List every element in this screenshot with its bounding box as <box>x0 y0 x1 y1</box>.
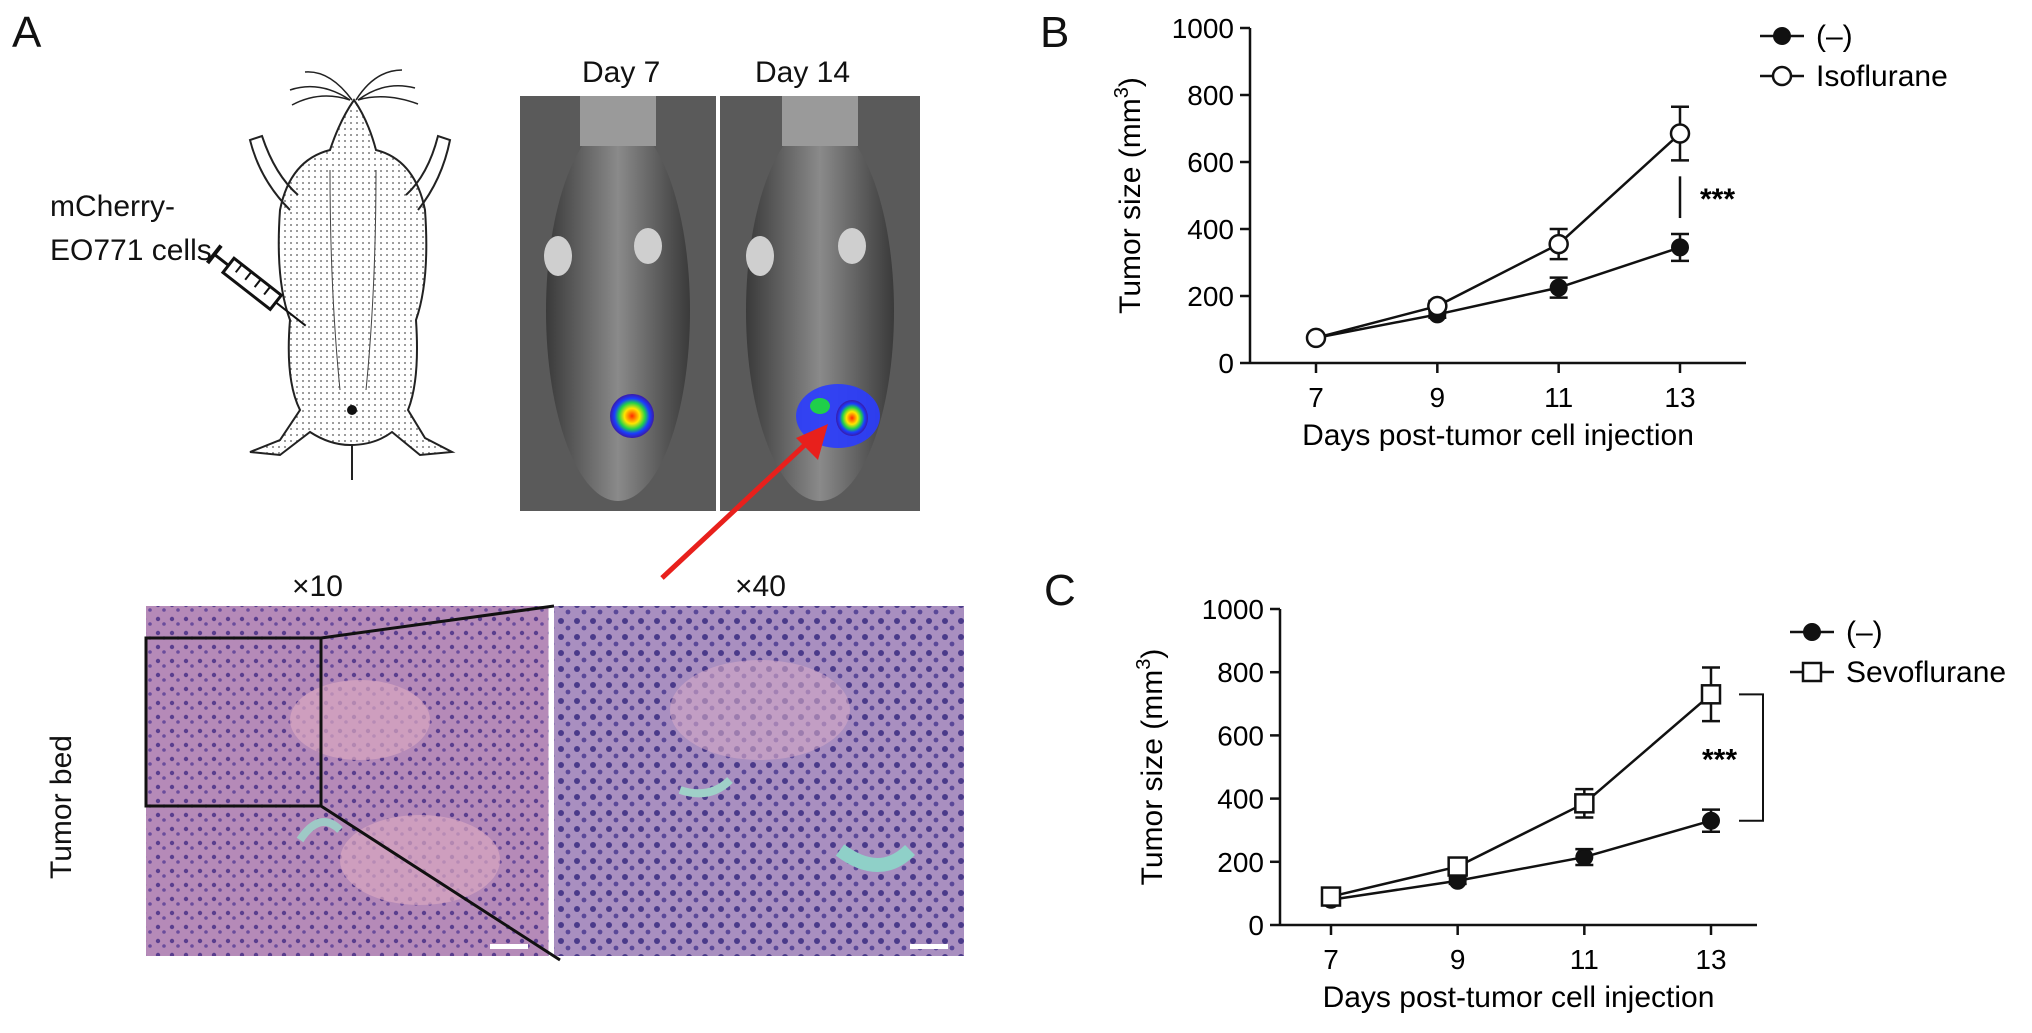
x-tick-label: 7 <box>1323 944 1339 975</box>
y-axis-label-close: ) <box>1136 649 1169 659</box>
y-tick-label: 0 <box>1248 910 1264 941</box>
series-line-2 <box>1330 693 1712 898</box>
panel-a-letter: A <box>12 8 42 57</box>
x-tick-label: 11 <box>1570 944 1599 975</box>
data-point <box>1700 684 1722 705</box>
histology-mag-left: ×10 <box>292 570 343 603</box>
data-point <box>1702 811 1720 830</box>
data-point <box>1548 233 1569 255</box>
x-tick-label: 11 <box>1544 382 1573 413</box>
histology-images <box>144 604 964 962</box>
y-axis-label-close: ) <box>1114 77 1147 87</box>
y-tick-label: 600 <box>1187 147 1234 178</box>
y-tick-label: 0 <box>1218 348 1234 379</box>
legend-label: (–) <box>1816 20 1853 53</box>
legend-marker <box>1801 661 1823 683</box>
bioluminescence-images <box>520 96 920 511</box>
mouse-schematic <box>248 69 456 480</box>
y-tick-label: 800 <box>1187 80 1234 111</box>
y-tick-label: 1000 <box>1172 13 1234 44</box>
x-tick-label: 9 <box>1430 382 1446 413</box>
significance-label: *** <box>1702 744 1737 777</box>
series-line-1 <box>1330 819 1712 901</box>
y-axis-label: Tumor size (mm3) <box>1133 649 1169 886</box>
data-point <box>1447 856 1468 877</box>
legend-marker <box>1771 65 1793 87</box>
histology-mag-right: ×40 <box>735 570 786 603</box>
injection-label-line1: mCherry- <box>50 190 175 223</box>
chart-c: 0 200 400 600 800 1000 7 9 11 13 Days post-tumor c… <box>1133 594 2006 1014</box>
series-line-2 <box>1315 132 1681 340</box>
syringe-icon <box>205 244 307 327</box>
x-axis-label: Days post-tumor cell injection <box>1323 981 1715 1014</box>
y-axis-label: Tumor size (mm3) <box>1111 77 1147 314</box>
significance-bracket <box>1739 693 1764 822</box>
y-tick-label: 400 <box>1187 214 1234 245</box>
x-tick-label: 13 <box>1695 944 1726 975</box>
y-tick-label: 200 <box>1187 281 1234 312</box>
data-point <box>1671 238 1689 257</box>
x-axis-label: Days post-tumor cell injection <box>1302 419 1694 452</box>
legend-marker <box>1803 623 1821 641</box>
y-axis-label-text: Tumor size (mm <box>1136 670 1169 886</box>
chart-b: 0 200 400 600 800 1000 7 9 11 13 Days post-tumor c… <box>1111 13 1948 452</box>
imaging-day-left: Day 7 <box>582 56 661 89</box>
red-arrow-icon <box>660 424 828 580</box>
y-tick-label: 1000 <box>1202 594 1264 625</box>
imaging-day-right: Day 14 <box>755 56 851 89</box>
y-tick-label: 600 <box>1217 720 1264 751</box>
data-point <box>1574 793 1595 814</box>
legend-label: Sevoflurane <box>1846 656 2006 689</box>
x-tick-label: 9 <box>1450 944 1466 975</box>
data-point <box>1575 848 1594 867</box>
x-tick-label: 13 <box>1664 382 1695 413</box>
legend-label: Isoflurane <box>1816 60 1948 93</box>
y-tick-label: 800 <box>1217 657 1264 688</box>
x-tick-label: 7 <box>1308 382 1324 413</box>
y-axis-label-superscript: 3 <box>1111 87 1133 98</box>
y-axis-label-superscript: 3 <box>1133 659 1155 670</box>
data-point <box>1305 327 1327 349</box>
panel-c-letter: C <box>1044 566 1076 615</box>
panel-b-letter: B <box>1040 8 1070 57</box>
y-tick-label: 400 <box>1217 784 1264 815</box>
data-point <box>1669 123 1691 144</box>
legend-marker <box>1773 27 1791 45</box>
histology-side-label: Tumor bed <box>44 735 78 879</box>
legend-label: (–) <box>1846 616 1883 649</box>
significance-label: *** <box>1700 183 1735 216</box>
injection-label-line2: EO771 cells <box>50 234 212 267</box>
data-point <box>1549 278 1568 297</box>
y-axis-label-text: Tumor size (mm <box>1114 98 1147 314</box>
data-point <box>1320 886 1342 907</box>
series-line-1 <box>1315 246 1681 340</box>
y-tick-label: 200 <box>1217 847 1264 878</box>
data-point <box>1427 295 1448 317</box>
